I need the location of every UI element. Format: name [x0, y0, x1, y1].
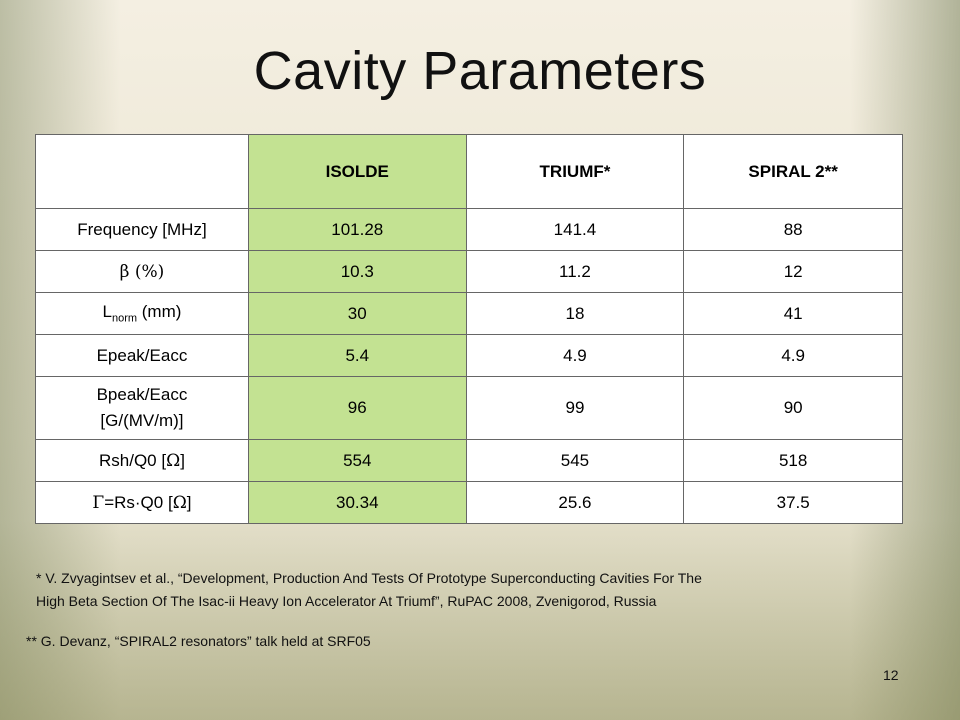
cell-spiral-beta: 12 [683, 250, 903, 293]
table-row: Frequency [MHz] 101.28 141.4 88 [35, 208, 903, 251]
cavity-parameters-table: ISOLDE TRIUMF* SPIRAL 2** Frequency [MHz… [35, 134, 903, 524]
cell-triumf-beta: 11.2 [465, 250, 685, 293]
gamma-symbol: Γ [92, 492, 105, 513]
cell-isolde-lnorm: 30 [247, 292, 467, 335]
ohm-symbol: Ω [166, 450, 181, 471]
table-row: Bpeak/Eacc [G/(MV/m)] 96 99 90 [35, 376, 903, 440]
table-header-row: ISOLDE TRIUMF* SPIRAL 2** [35, 134, 903, 209]
cell-spiral-rsh: 518 [683, 439, 903, 482]
rsh-prefix: Rsh/Q0 [ [99, 450, 167, 470]
cell-triumf-epeak: 4.9 [465, 334, 685, 377]
cell-triumf-rsh: 545 [465, 439, 685, 482]
bpeak-line2: [G/(MV/m)] [100, 411, 184, 430]
cell-triumf-lnorm: 18 [465, 292, 685, 335]
cell-spiral-bpeak: 90 [683, 376, 903, 440]
table-row: Epeak/Eacc 5.4 4.9 4.9 [35, 334, 903, 377]
row-label-bpeak: Bpeak/Eacc [G/(MV/m)] [35, 376, 249, 440]
ohm-symbol: Ω [172, 492, 187, 513]
cell-triumf-frequency: 141.4 [465, 208, 685, 251]
footnote-line: * V. Zvyagintsev et al., “Development, P… [36, 570, 702, 586]
slide-title: Cavity Parameters [253, 41, 707, 101]
cell-spiral-epeak: 4.9 [683, 334, 903, 377]
cell-spiral-frequency: 88 [683, 208, 903, 251]
table-row: Lnorm (mm) 30 18 41 [35, 292, 903, 335]
footnote-spiral2-reference: ** G. Devanz, “SPIRAL2 resonators” talk … [26, 633, 371, 649]
cell-triumf-bpeak: 99 [465, 376, 685, 440]
cell-isolde-epeak: 5.4 [247, 334, 467, 377]
row-label-lnorm: Lnorm (mm) [35, 292, 249, 335]
table-row: β (%) 10.3 11.2 12 [35, 250, 903, 293]
row-label-epeak: Epeak/Eacc [35, 334, 249, 377]
table-row: Γ=Rs·Q0 [Ω] 30.34 25.6 37.5 [35, 481, 903, 524]
cell-isolde-frequency: 101.28 [247, 208, 467, 251]
header-spiral2: SPIRAL 2** [683, 134, 903, 209]
cell-isolde-gamma: 30.34 [247, 481, 467, 524]
beta-symbol: β [119, 261, 130, 282]
cell-triumf-gamma: 25.6 [465, 481, 685, 524]
table-row: Rsh/Q0 [Ω] 554 545 518 [35, 439, 903, 482]
header-isolde: ISOLDE [247, 134, 467, 209]
rsh-suffix: ] [180, 450, 185, 470]
background-decoration-bottom [0, 520, 960, 720]
lnorm-unit: (mm) [137, 302, 182, 322]
footnote-line: High Beta Section Of The Isac-ii Heavy I… [36, 593, 657, 609]
footnote-triumf-reference: * V. Zvyagintsev et al., “Development, P… [36, 567, 936, 613]
cell-isolde-beta: 10.3 [247, 250, 467, 293]
gamma-suffix: ] [186, 492, 192, 512]
row-label-beta: β (%) [35, 250, 249, 293]
header-triumf: TRIUMF* [465, 134, 685, 209]
row-label-rsh: Rsh/Q0 [Ω] [35, 439, 249, 482]
lnorm-main: L [102, 302, 112, 322]
cell-spiral-lnorm: 41 [683, 292, 903, 335]
row-label-gamma: Γ=Rs·Q0 [Ω] [35, 481, 249, 524]
cell-isolde-bpeak: 96 [247, 376, 467, 440]
bpeak-line1: Bpeak/Eacc [96, 385, 188, 404]
header-empty-cell [35, 134, 249, 209]
lnorm-subscript: norm [111, 312, 138, 325]
gamma-mid: =Rs·Q0 [ [104, 492, 173, 512]
cell-spiral-gamma: 37.5 [683, 481, 903, 524]
cell-isolde-rsh: 554 [247, 439, 467, 482]
beta-unit: (%) [129, 261, 165, 282]
row-label-frequency: Frequency [MHz] [35, 208, 249, 251]
page-number: 12 [883, 667, 899, 683]
